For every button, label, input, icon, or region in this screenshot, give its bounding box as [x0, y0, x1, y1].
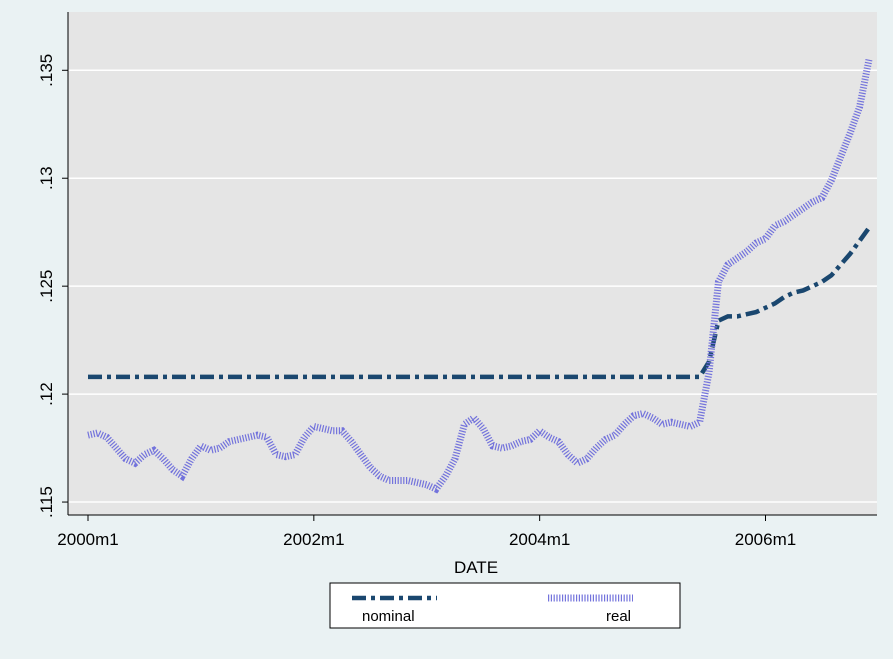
x-tick-label: 2000m1 [57, 530, 118, 549]
y-tick-label: .135 [37, 54, 56, 87]
y-tick-label: .12 [37, 382, 56, 406]
series-line [87, 58, 873, 494]
legend-label: real [606, 608, 631, 625]
y-tick-label: .125 [37, 270, 56, 303]
legend-label: nominal [362, 608, 415, 625]
y-tick-label: .115 [37, 486, 56, 518]
plot-area [68, 12, 877, 515]
y-tick-label: .13 [37, 166, 56, 190]
legend [329, 582, 681, 629]
x-tick-label: 2006m1 [735, 530, 796, 549]
x-tick-label: 2004m1 [509, 530, 570, 549]
x-tick-label: 2002m1 [283, 530, 344, 549]
series-line [88, 226, 871, 380]
x-axis-label: DATE [454, 558, 498, 577]
